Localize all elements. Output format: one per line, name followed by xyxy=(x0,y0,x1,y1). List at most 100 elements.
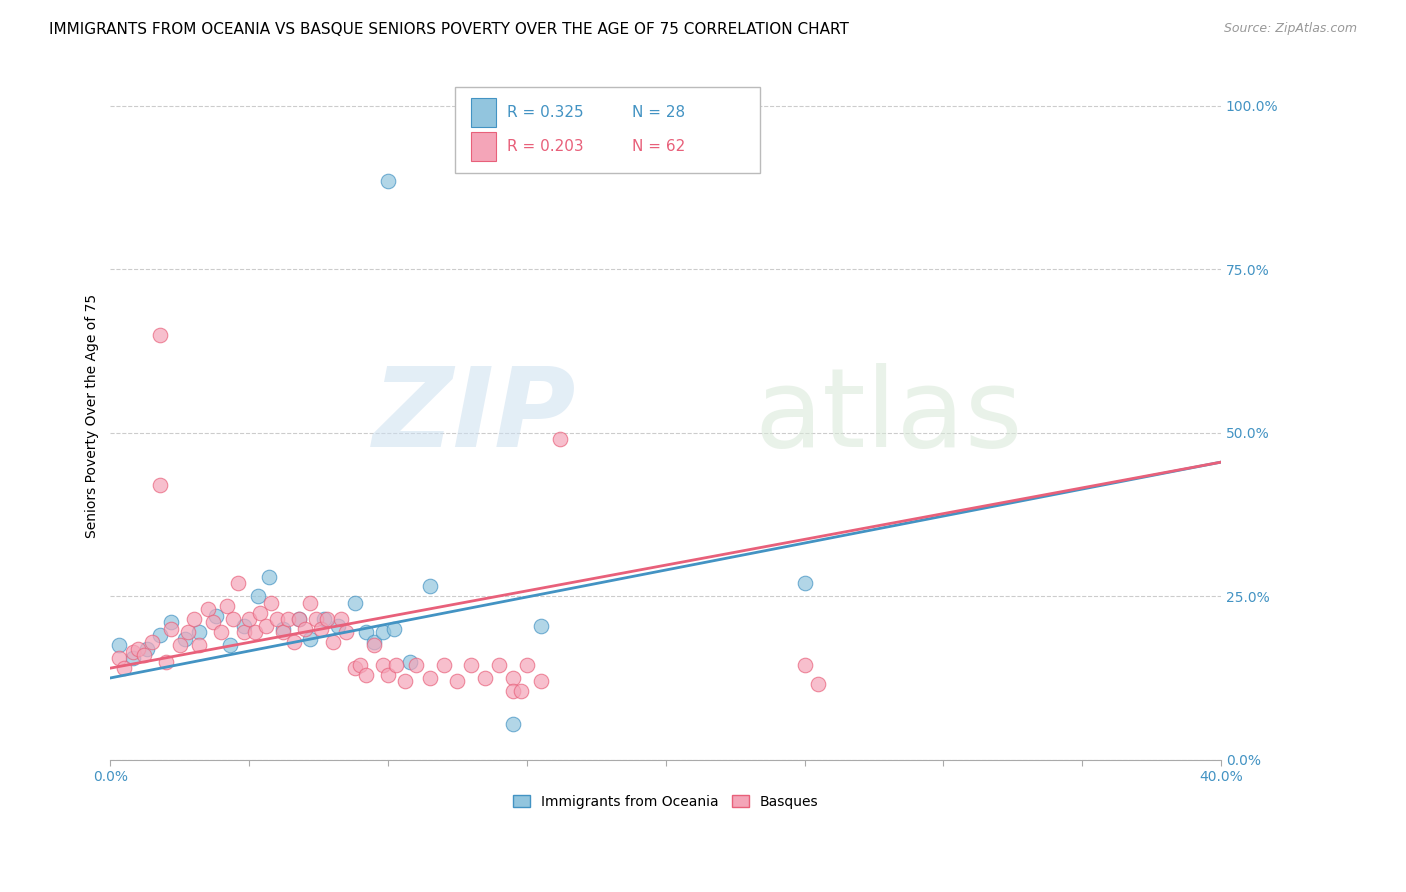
Point xyxy=(211,625,233,640)
Point xyxy=(311,622,333,636)
Point xyxy=(530,674,553,689)
Point xyxy=(127,641,149,656)
Point xyxy=(121,645,143,659)
Point xyxy=(288,612,311,626)
FancyBboxPatch shape xyxy=(454,87,761,172)
Text: N = 62: N = 62 xyxy=(633,139,686,154)
Point xyxy=(135,641,157,656)
Point xyxy=(377,174,399,188)
Point xyxy=(177,625,200,640)
Point xyxy=(299,632,322,646)
Point xyxy=(329,612,352,626)
Point xyxy=(474,671,496,685)
Point xyxy=(502,716,524,731)
Bar xyxy=(471,132,496,161)
Point xyxy=(488,657,510,672)
Legend: Immigrants from Oceania, Basques: Immigrants from Oceania, Basques xyxy=(508,789,824,814)
Point xyxy=(371,625,394,640)
Point xyxy=(205,608,228,623)
Point xyxy=(305,612,328,626)
Point xyxy=(343,661,366,675)
Point xyxy=(232,618,254,632)
Point xyxy=(419,671,441,685)
Text: Source: ZipAtlas.com: Source: ZipAtlas.com xyxy=(1223,22,1357,36)
Point xyxy=(385,657,408,672)
Point xyxy=(107,651,129,665)
Point xyxy=(419,579,441,593)
Point xyxy=(460,657,482,672)
Point xyxy=(197,602,219,616)
Text: atlas: atlas xyxy=(755,363,1024,470)
Point xyxy=(160,615,183,630)
Point xyxy=(502,671,524,685)
Point xyxy=(354,625,377,640)
Text: N = 28: N = 28 xyxy=(633,104,686,120)
Point xyxy=(516,657,538,672)
Point xyxy=(807,677,830,691)
Point xyxy=(149,478,172,492)
Text: IMMIGRANTS FROM OCEANIA VS BASQUE SENIORS POVERTY OVER THE AGE OF 75 CORRELATION: IMMIGRANTS FROM OCEANIA VS BASQUE SENIOR… xyxy=(49,22,849,37)
Point xyxy=(141,635,163,649)
Point xyxy=(121,651,143,665)
Point xyxy=(238,612,260,626)
Point xyxy=(221,612,243,626)
Point xyxy=(294,622,316,636)
Point xyxy=(548,432,571,446)
Point xyxy=(246,589,269,603)
Point xyxy=(271,622,294,636)
Point xyxy=(349,657,371,672)
Y-axis label: Seniors Poverty Over the Age of 75: Seniors Poverty Over the Age of 75 xyxy=(86,294,100,539)
Point xyxy=(218,638,240,652)
Point xyxy=(266,612,288,626)
Point xyxy=(363,638,385,652)
Point xyxy=(249,606,271,620)
Point xyxy=(112,661,135,675)
Point xyxy=(155,655,177,669)
Point xyxy=(174,632,197,646)
Point xyxy=(446,674,468,689)
Point xyxy=(160,622,183,636)
Text: R = 0.325: R = 0.325 xyxy=(508,104,583,120)
Point xyxy=(183,612,205,626)
Point xyxy=(371,657,394,672)
Point xyxy=(232,625,254,640)
Point xyxy=(188,638,211,652)
Text: R = 0.203: R = 0.203 xyxy=(508,139,583,154)
Point xyxy=(215,599,238,613)
Point xyxy=(299,596,322,610)
Point xyxy=(243,625,266,640)
Point xyxy=(107,638,129,652)
Point xyxy=(169,638,191,652)
Point xyxy=(132,648,155,662)
Point xyxy=(502,684,524,698)
Point xyxy=(322,635,344,649)
Point xyxy=(277,612,299,626)
Point xyxy=(335,625,357,640)
Point xyxy=(405,657,427,672)
Point xyxy=(254,618,277,632)
Point xyxy=(793,657,815,672)
Point xyxy=(314,612,336,626)
Point xyxy=(399,655,422,669)
Point xyxy=(316,612,339,626)
Point xyxy=(257,569,280,583)
Point xyxy=(510,684,533,698)
Point xyxy=(382,622,405,636)
Point xyxy=(260,596,283,610)
Point xyxy=(394,674,416,689)
Point xyxy=(433,657,456,672)
Point xyxy=(188,625,211,640)
Point xyxy=(377,667,399,681)
Point xyxy=(793,576,815,591)
Text: ZIP: ZIP xyxy=(374,363,576,470)
Point xyxy=(149,327,172,342)
Point xyxy=(283,635,305,649)
Point xyxy=(288,612,311,626)
Point xyxy=(271,625,294,640)
Point xyxy=(354,667,377,681)
Point xyxy=(226,576,249,591)
Point xyxy=(530,618,553,632)
Point xyxy=(363,635,385,649)
Point xyxy=(343,596,366,610)
Bar xyxy=(471,98,496,127)
